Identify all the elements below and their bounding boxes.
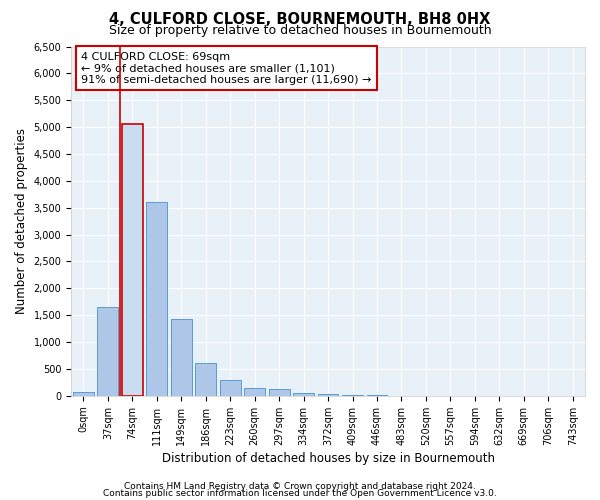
Bar <box>317 394 338 396</box>
Bar <box>244 388 265 396</box>
Bar <box>146 202 167 396</box>
X-axis label: Distribution of detached houses by size in Bournemouth: Distribution of detached houses by size … <box>161 452 494 465</box>
Bar <box>73 392 94 396</box>
Bar <box>293 392 314 396</box>
Text: 4 CULFORD CLOSE: 69sqm
← 9% of detached houses are smaller (1,101)
91% of semi-d: 4 CULFORD CLOSE: 69sqm ← 9% of detached … <box>82 52 372 85</box>
Bar <box>171 319 191 396</box>
Text: Size of property relative to detached houses in Bournemouth: Size of property relative to detached ho… <box>109 24 491 37</box>
Bar <box>122 124 143 396</box>
Text: Contains public sector information licensed under the Open Government Licence v3: Contains public sector information licen… <box>103 489 497 498</box>
Text: Contains HM Land Registry data © Crown copyright and database right 2024.: Contains HM Land Registry data © Crown c… <box>124 482 476 491</box>
Bar <box>196 363 216 396</box>
Bar <box>97 307 118 396</box>
Bar <box>342 395 363 396</box>
Bar <box>269 390 290 396</box>
Y-axis label: Number of detached properties: Number of detached properties <box>15 128 28 314</box>
Bar <box>220 380 241 396</box>
Text: 4, CULFORD CLOSE, BOURNEMOUTH, BH8 0HX: 4, CULFORD CLOSE, BOURNEMOUTH, BH8 0HX <box>109 12 491 28</box>
